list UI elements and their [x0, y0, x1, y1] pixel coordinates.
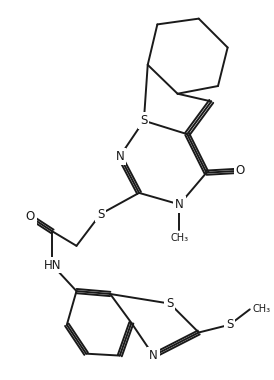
Text: S: S	[226, 318, 233, 331]
Text: O: O	[236, 164, 245, 177]
Text: O: O	[26, 211, 35, 223]
Text: S: S	[97, 207, 104, 220]
Text: CH₃: CH₃	[253, 304, 271, 314]
Text: N: N	[175, 198, 184, 211]
Text: S: S	[140, 114, 148, 127]
Text: N: N	[149, 349, 158, 362]
Text: N: N	[115, 150, 124, 163]
Text: CH₃: CH₃	[170, 233, 189, 243]
Text: S: S	[166, 297, 173, 310]
Text: HN: HN	[44, 259, 61, 272]
